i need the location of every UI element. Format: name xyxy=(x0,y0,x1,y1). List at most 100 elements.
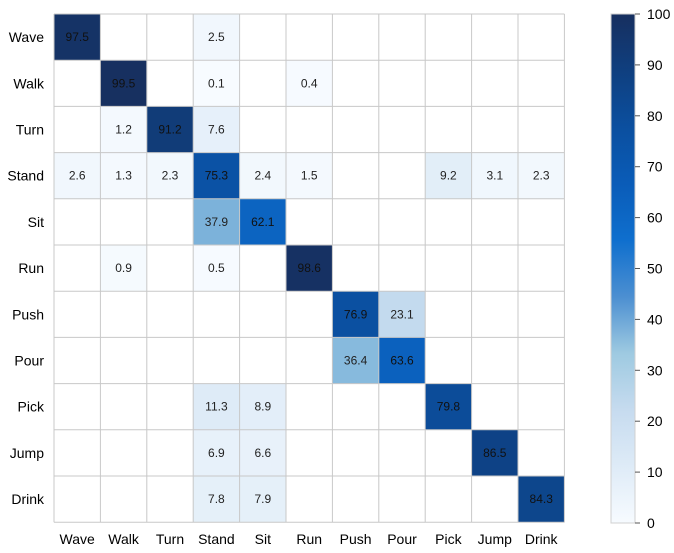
cell-value-label: 2.3 xyxy=(533,169,550,183)
colorbar-tick-label: 40 xyxy=(647,311,663,327)
heatmap-cell xyxy=(54,291,101,338)
heatmap-cell xyxy=(146,245,194,292)
cell-value-label: 37.9 xyxy=(205,215,229,229)
heatmap-cell xyxy=(518,14,565,61)
heatmap-cell xyxy=(54,152,101,199)
cell-value-label: 1.3 xyxy=(115,169,132,183)
colorbar-tick-label: 50 xyxy=(647,261,663,277)
colorbar-tick-label: 70 xyxy=(647,159,663,175)
heatmap-cell xyxy=(518,383,565,430)
heatmap-cells: 97.5 2.5 99.5 0.1 0.4 1.2 91.2 7.6 2.6 1.3 2.3 75.3… xyxy=(54,14,565,523)
colorbar-tick-label: 20 xyxy=(647,413,663,429)
colorbar-tick-label: 80 xyxy=(647,108,663,124)
heatmap-cell xyxy=(518,337,565,384)
cell-value-label: 7.9 xyxy=(254,492,271,506)
heatmap-cell xyxy=(100,337,147,384)
column-label: Pour xyxy=(387,531,417,547)
heatmap-cell xyxy=(239,245,286,292)
heatmap-cell xyxy=(471,429,518,476)
row-label: Jump xyxy=(10,445,44,461)
heatmap-cell xyxy=(332,152,379,199)
heatmap-cell xyxy=(378,198,426,245)
heatmap-cell xyxy=(146,429,194,476)
heatmap-cell xyxy=(425,60,472,107)
heatmap-cell xyxy=(100,429,147,476)
heatmap-cell xyxy=(146,60,194,107)
heatmap-cell xyxy=(239,106,286,153)
heatmap-cell xyxy=(378,476,426,523)
heatmap-cell xyxy=(193,152,240,199)
row-label: Pour xyxy=(14,353,44,369)
heatmap-cell xyxy=(146,14,194,61)
heatmap-cell xyxy=(54,14,101,61)
heatmap-cell xyxy=(146,198,194,245)
heatmap-cell xyxy=(146,152,194,199)
heatmap-cell xyxy=(471,198,518,245)
heatmap-cell xyxy=(471,106,518,153)
heatmap-cell xyxy=(518,291,565,338)
heatmap-cell xyxy=(332,337,379,384)
row-label: Run xyxy=(18,260,44,276)
heatmap-cell xyxy=(286,245,333,292)
cell-value-label: 0.1 xyxy=(208,76,225,90)
heatmap-cell xyxy=(425,245,472,292)
column-label: Jump xyxy=(478,531,512,547)
x-axis-tick-labels: Wave Walk Turn Stand Sit Run Push Pour Pick Jump D… xyxy=(60,531,559,547)
heatmap-cell xyxy=(239,429,286,476)
heatmap-cell xyxy=(378,291,426,338)
row-label: Push xyxy=(12,306,44,322)
heatmap-cell xyxy=(239,337,286,384)
heatmap-cell xyxy=(54,383,101,430)
heatmap-cell xyxy=(100,245,147,292)
colorbar xyxy=(610,13,636,524)
heatmap-cell xyxy=(332,106,379,153)
cell-value-label: 3.1 xyxy=(486,169,503,183)
heatmap-cell xyxy=(332,60,379,107)
colorbar-ticks: 0 10 20 30 40 50 60 70 80 90 100 xyxy=(635,6,671,531)
heatmap-cell xyxy=(54,60,101,107)
heatmap-cell xyxy=(193,106,240,153)
row-label: Stand xyxy=(7,168,44,184)
heatmap-cell xyxy=(378,106,426,153)
heatmap-cell xyxy=(100,291,147,338)
heatmap-cell xyxy=(286,106,333,153)
heatmap-cell xyxy=(286,60,333,107)
heatmap-cell xyxy=(425,198,472,245)
heatmap-cell xyxy=(471,152,518,199)
cell-value-label: 2.5 xyxy=(208,30,225,44)
cell-value-label: 0.9 xyxy=(115,261,132,275)
heatmap-cell xyxy=(471,60,518,107)
heatmap-cell xyxy=(378,245,426,292)
heatmap-cell xyxy=(378,337,426,384)
column-label: Walk xyxy=(108,531,140,547)
column-label: Run xyxy=(296,531,322,547)
heatmap-cell xyxy=(146,476,194,523)
heatmap-cell xyxy=(193,245,240,292)
heatmap-cell xyxy=(378,383,426,430)
column-label: Wave xyxy=(60,531,95,547)
heatmap-cell xyxy=(471,476,518,523)
colorbar-tick-label: 90 xyxy=(647,57,663,73)
heatmap-cell xyxy=(286,291,333,338)
heatmap-cell xyxy=(518,476,565,523)
heatmap-cell xyxy=(100,60,147,107)
heatmap-cell xyxy=(332,476,379,523)
column-label: Push xyxy=(340,531,372,547)
column-label: Turn xyxy=(156,531,184,547)
cell-value-label: 79.8 xyxy=(437,400,461,414)
heatmap-cell xyxy=(193,60,240,107)
heatmap-cell xyxy=(425,476,472,523)
heatmap-cell xyxy=(193,383,240,430)
heatmap-cell xyxy=(54,106,101,153)
column-label: Sit xyxy=(255,531,271,547)
cell-value-label: 0.5 xyxy=(208,261,225,275)
heatmap-cell xyxy=(100,152,147,199)
heatmap-cell xyxy=(471,14,518,61)
heatmap-cell xyxy=(425,14,472,61)
cell-value-label: 62.1 xyxy=(251,215,275,229)
cell-value-label: 2.3 xyxy=(162,169,179,183)
cell-value-label: 6.9 xyxy=(208,446,225,460)
cell-value-label: 91.2 xyxy=(158,123,182,137)
heatmap-cell xyxy=(332,198,379,245)
